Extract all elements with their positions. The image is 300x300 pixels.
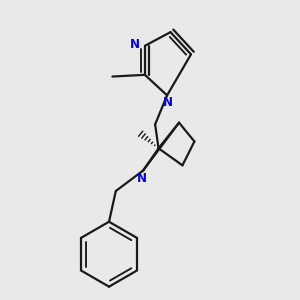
Text: N: N [130,38,140,51]
Text: N: N [136,172,146,184]
Text: N: N [163,96,173,110]
